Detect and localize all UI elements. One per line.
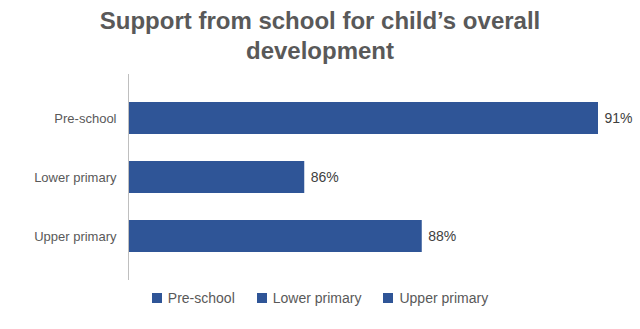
svg-text:Pre-school: Pre-school: [54, 111, 116, 126]
html-text:Upper primary: Upper primary: [399, 290, 489, 306]
html-text:Support from school for child’: Support from school for child’s overall …: [99, 7, 541, 64]
svg-text:86%: 86%: [311, 169, 339, 185]
svg-text:Upper primary: Upper primary: [34, 229, 117, 244]
svg-text:Lower primary: Lower primary: [34, 170, 117, 185]
svg-text:88%: 88%: [428, 228, 456, 244]
html-text:Pre-school: Pre-school: [167, 290, 235, 306]
html-text:Lower primary: Lower primary: [272, 290, 362, 306]
svg-text:91%: 91%: [605, 110, 633, 126]
